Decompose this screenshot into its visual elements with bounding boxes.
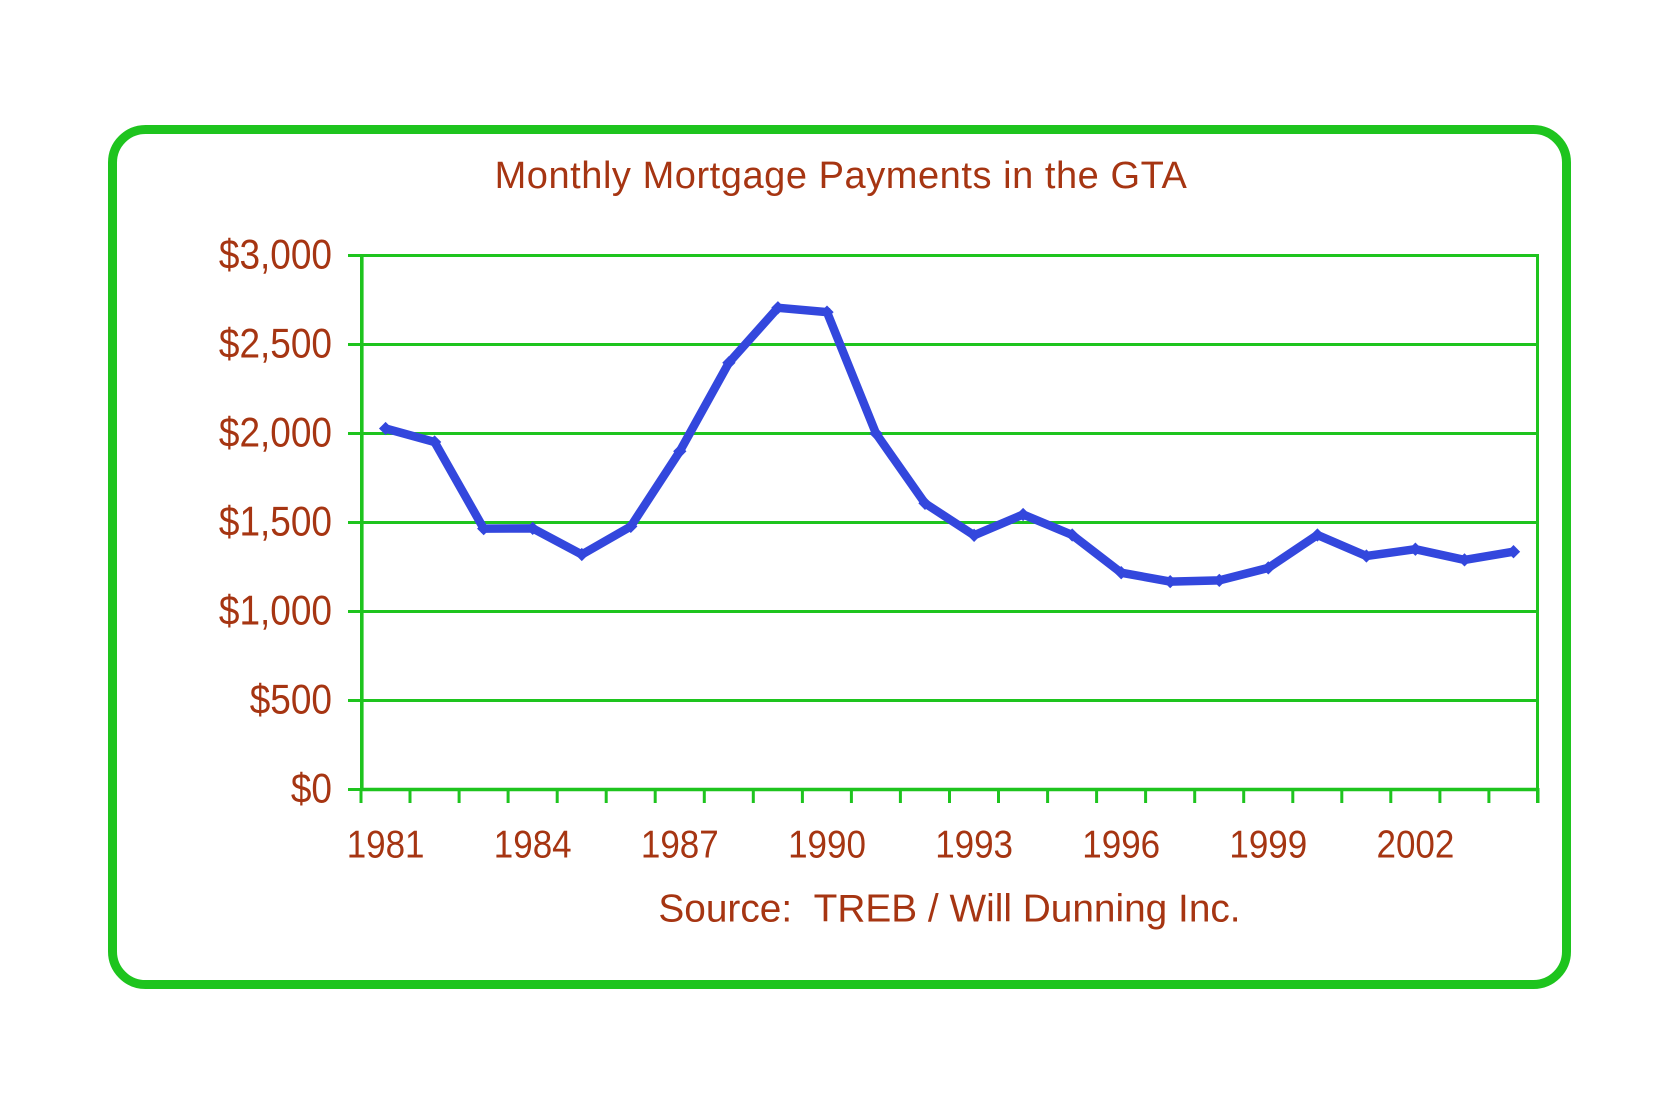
svg-text:$1,500: $1,500 bbox=[219, 499, 332, 545]
svg-text:1993: 1993 bbox=[935, 822, 1013, 866]
svg-text:$1,000: $1,000 bbox=[219, 588, 332, 634]
svg-text:$2,500: $2,500 bbox=[219, 321, 332, 367]
svg-text:$2,000: $2,000 bbox=[219, 410, 332, 456]
svg-text:1990: 1990 bbox=[788, 822, 866, 866]
svg-text:Source: TREB / Will Dunning I: Source: TREB / Will Dunning Inc. bbox=[658, 888, 1240, 931]
svg-text:$500: $500 bbox=[250, 677, 332, 723]
svg-text:$0: $0 bbox=[291, 766, 332, 812]
svg-text:$3,000: $3,000 bbox=[219, 232, 332, 278]
svg-text:1987: 1987 bbox=[641, 822, 719, 866]
svg-text:Monthly Mortgage Payments in t: Monthly Mortgage Payments in the GTA bbox=[495, 155, 1188, 197]
svg-text:1996: 1996 bbox=[1082, 822, 1160, 866]
svg-text:2002: 2002 bbox=[1376, 822, 1454, 866]
svg-text:1999: 1999 bbox=[1229, 822, 1307, 866]
svg-text:1981: 1981 bbox=[347, 822, 425, 866]
svg-text:1984: 1984 bbox=[494, 822, 572, 866]
